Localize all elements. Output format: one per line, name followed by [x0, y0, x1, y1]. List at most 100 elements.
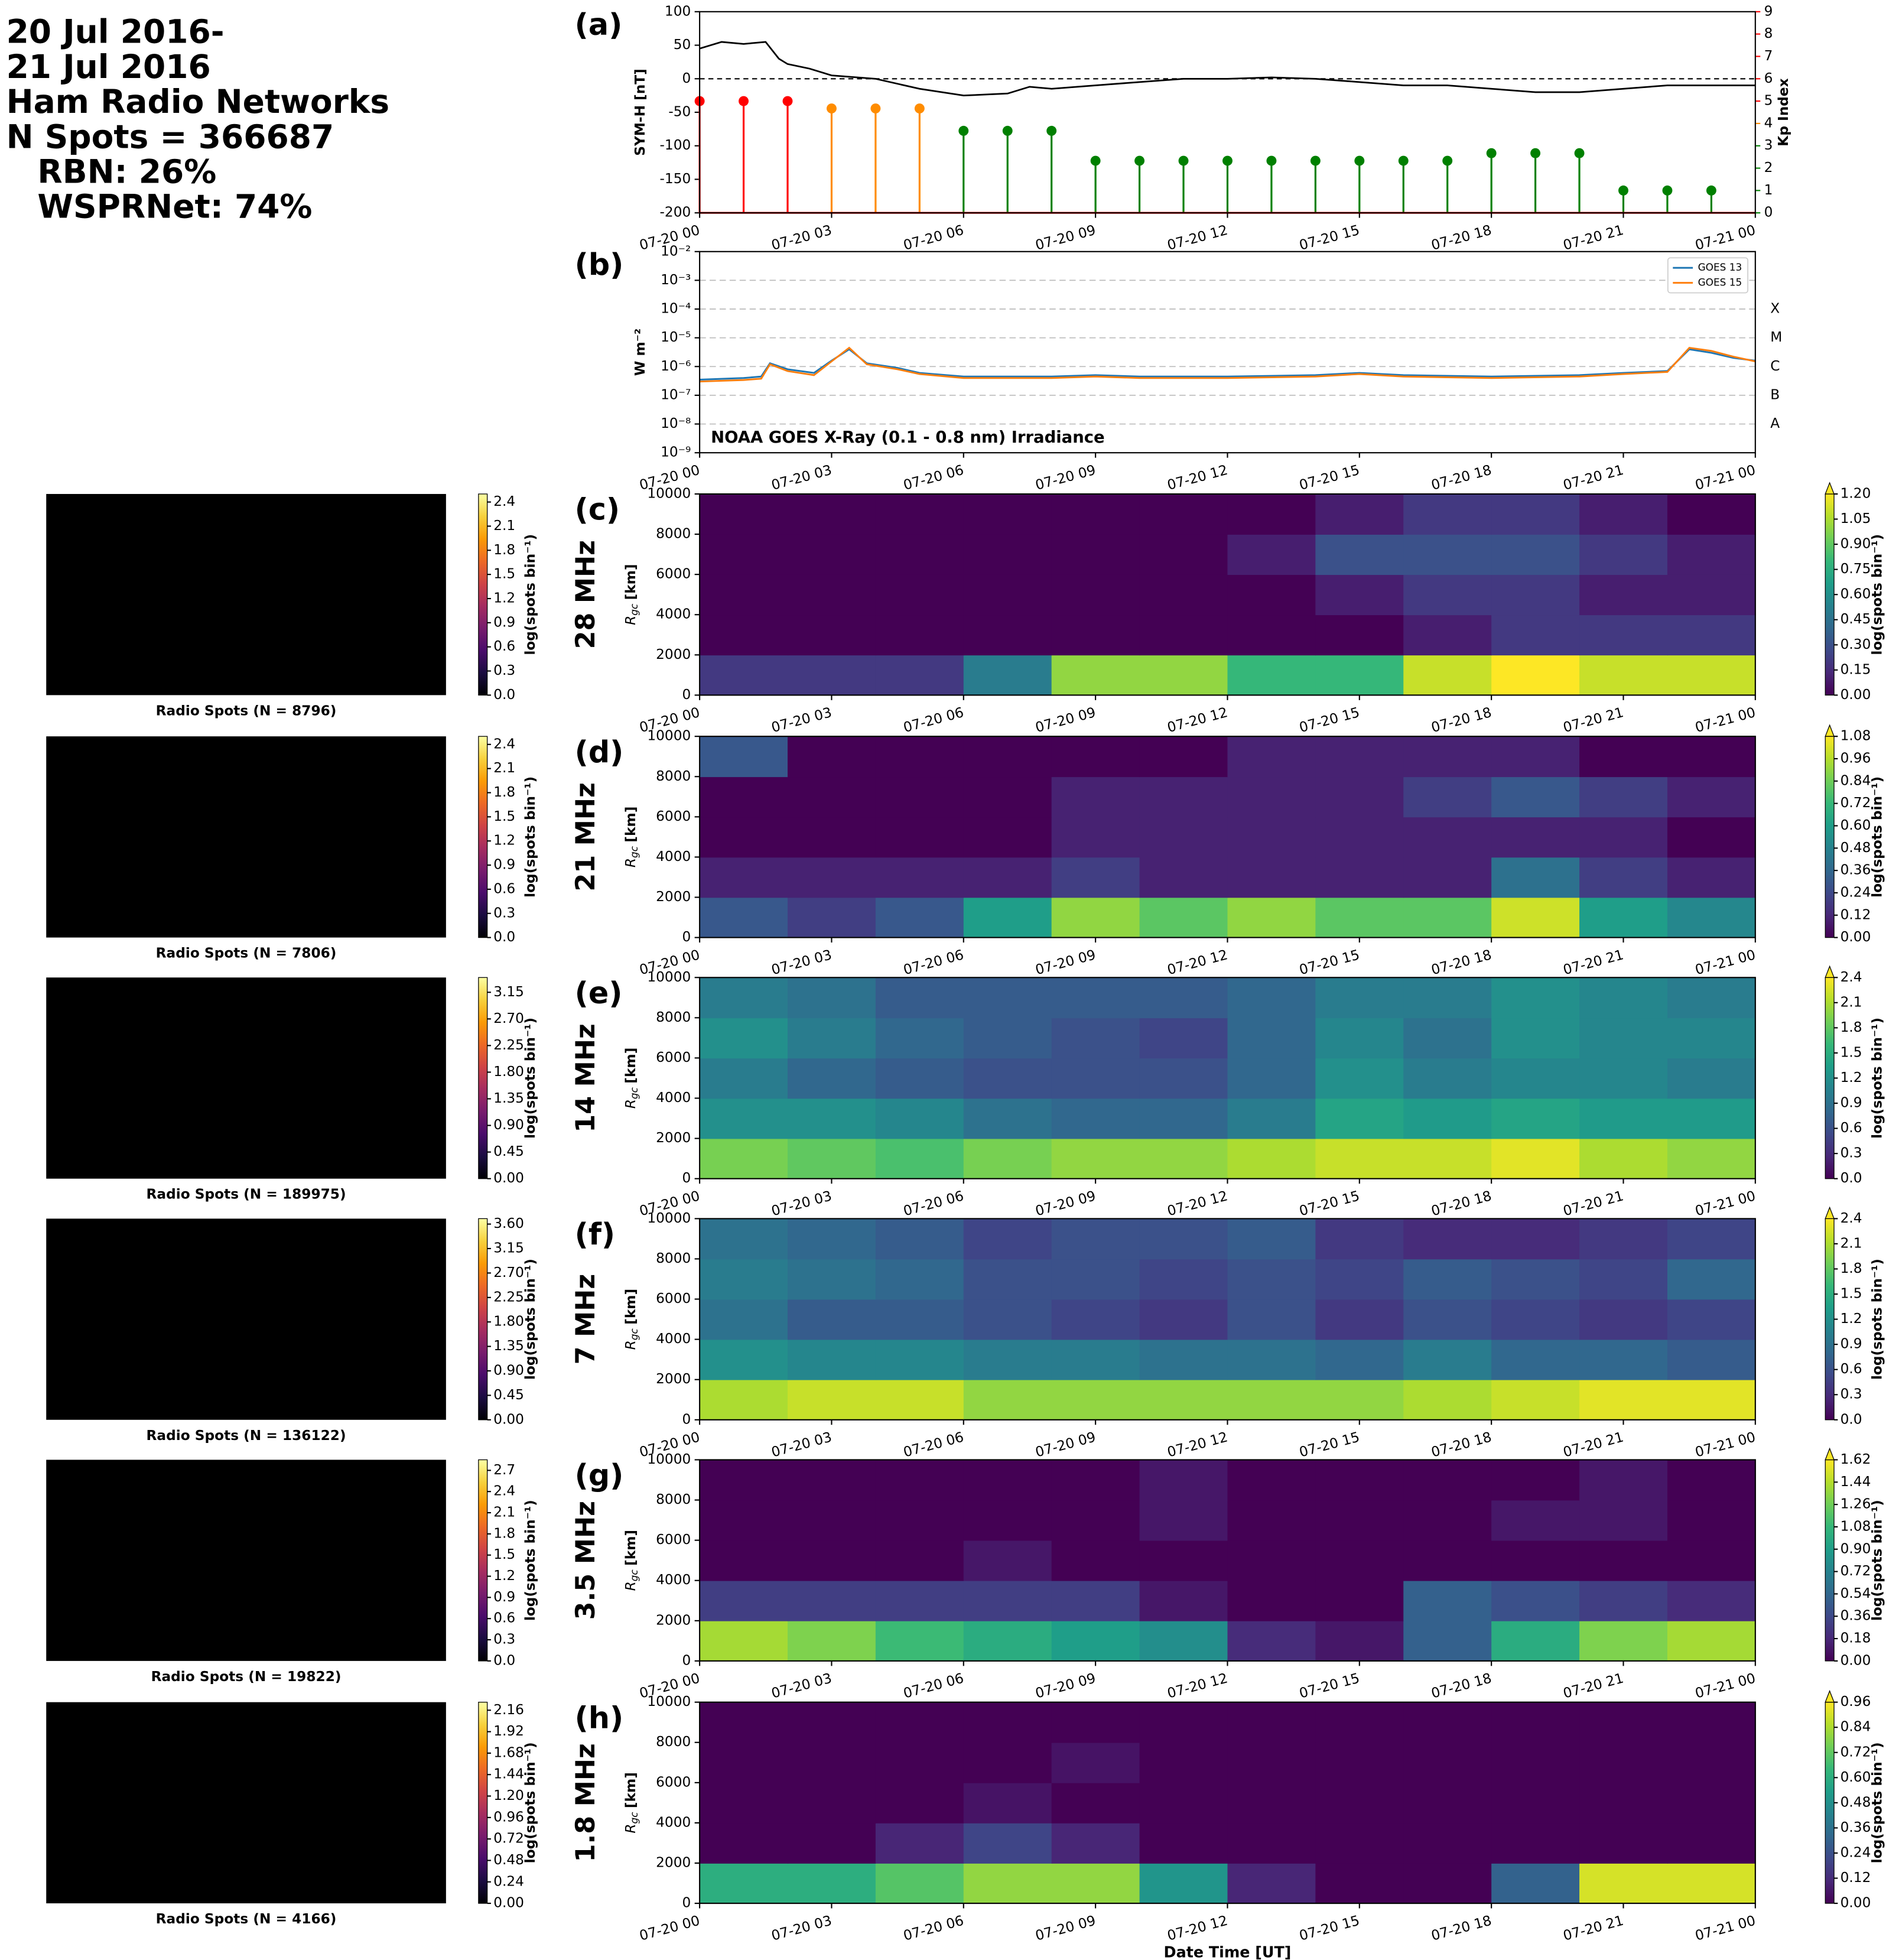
heatmap-cell — [1491, 1822, 1580, 1864]
colorbar-tick-label: 1.8 — [493, 784, 515, 800]
heatmap-cell — [1579, 615, 1668, 656]
y-tick-label: 4000 — [656, 1331, 691, 1347]
heatmap-cell — [700, 977, 788, 1019]
heatmap-cell — [1051, 615, 1140, 656]
y-tick-label: 6000 — [656, 1291, 691, 1306]
heatmap-cell — [1403, 1299, 1492, 1340]
colorbar-tick-label: 0.9 — [1841, 1336, 1862, 1352]
header-line: Ham Radio Networks — [6, 83, 390, 121]
heatmap-cell — [787, 857, 876, 898]
heatmap-cell — [1227, 493, 1316, 535]
heatmap-cell — [875, 1500, 964, 1541]
y-tick-label: 0 — [682, 1895, 691, 1911]
heatmap-cell — [700, 1540, 788, 1581]
heatmap-cell — [700, 1702, 788, 1743]
heatmap-cell — [1667, 1339, 1756, 1380]
heatmap-cell — [1051, 1058, 1140, 1099]
colorbar-tick-label: 2.1 — [493, 518, 515, 534]
colorbar-tick-label: 0.00 — [1841, 687, 1871, 703]
kp-marker — [1090, 155, 1101, 166]
heatmap-cell — [875, 1702, 964, 1743]
heatmap-cell — [1315, 615, 1404, 656]
y-tick-label: 8000 — [656, 1734, 691, 1750]
y-axis-label: Rgc [km] — [622, 564, 640, 625]
heatmap-cell — [1139, 534, 1228, 575]
heatmap-cell — [1051, 776, 1140, 818]
heatmap-cell — [1491, 1500, 1580, 1541]
y-axis-label-unit: [km] — [622, 807, 638, 843]
x-axis-label: Date Time [UT] — [1164, 1943, 1292, 1960]
kp-marker — [1002, 125, 1013, 136]
heatmap-cell — [787, 1540, 876, 1581]
heatmap-cell — [1491, 615, 1580, 656]
heatmap-cell — [875, 1782, 964, 1824]
flare-class-label: B — [1770, 386, 1780, 402]
heatmap-cell — [1051, 1339, 1140, 1380]
colorbar-tick-label: 1.5 — [493, 566, 515, 582]
kp-marker — [870, 103, 881, 114]
panel-label: (f) — [575, 1217, 615, 1252]
colorbar-tick-label: 0.24 — [1841, 1844, 1871, 1860]
heatmap-cell — [787, 1259, 876, 1300]
heatmap-cell — [700, 817, 788, 858]
colorbar-label: log(spots bin⁻¹) — [522, 1742, 538, 1863]
heatmap-cell — [1579, 534, 1668, 575]
heatmap-cell — [1403, 574, 1492, 616]
colorbar-tick-label: 2.4 — [493, 736, 515, 752]
heatmap-cell — [1667, 1098, 1756, 1139]
colorbar-tick-label: 2.16 — [493, 1702, 524, 1718]
heatmap-cell — [1403, 1379, 1492, 1421]
y-tick-label: 10⁻² — [661, 243, 691, 259]
heatmap-cell — [875, 897, 964, 938]
heatmap-cell — [700, 776, 788, 818]
colorbar-tick-label: 3.15 — [493, 984, 524, 1000]
heatmap-cell — [875, 1058, 964, 1099]
heatmap-cell — [875, 1620, 964, 1662]
y-axis-label: SYM-H [nT] — [632, 69, 648, 156]
kp-marker — [1398, 155, 1409, 166]
heatmap-cell — [963, 1058, 1052, 1099]
heatmap-cell — [1051, 655, 1140, 696]
kp-marker — [914, 103, 925, 114]
colorbar-tick-label: 0.90 — [1841, 536, 1871, 552]
heatmap-cell — [700, 615, 788, 656]
colorbar-tick-label: 1.08 — [1841, 728, 1871, 744]
heatmap-cell — [1491, 574, 1580, 616]
colorbar-tick-label: 0.3 — [493, 905, 515, 921]
heatmap-cell — [700, 1098, 788, 1139]
colorbar-tick-label: 0.6 — [1841, 1361, 1862, 1377]
y-axis-label-symbol: R — [622, 1099, 638, 1109]
colorbar-tick-label: 0.36 — [1841, 1608, 1871, 1624]
colorbar-tick-label: 1.5 — [1841, 1044, 1862, 1060]
heatmap-cell — [1491, 1742, 1580, 1783]
colorbar-extend — [1825, 1206, 1835, 1219]
heatmap-cell — [1579, 1379, 1668, 1421]
colorbar — [478, 1702, 488, 1904]
heatmap-cell — [1403, 1742, 1492, 1783]
heatmap-cell — [1227, 736, 1316, 778]
heatmap-cell — [1403, 817, 1492, 858]
heatmap-cell — [1227, 1782, 1316, 1824]
flare-class-label: A — [1770, 415, 1780, 431]
heatmap-cell — [1403, 615, 1492, 656]
y-tick-label: 2000 — [656, 1612, 691, 1628]
y-tick-label: 50 — [674, 37, 691, 53]
header-line: 20 Jul 2016- — [6, 13, 225, 51]
colorbar-tick-label: 2.4 — [1841, 1210, 1862, 1226]
heatmap-cell — [787, 1702, 876, 1743]
heatmap-cell — [787, 493, 876, 535]
heatmap-cell — [1579, 1580, 1668, 1621]
kp-marker — [1662, 185, 1673, 196]
heatmap-cell — [1491, 1218, 1580, 1260]
heatmap-cell — [1579, 1742, 1668, 1783]
heatmap-cell — [1667, 655, 1756, 696]
legend-box — [1667, 257, 1748, 294]
heatmap-cell — [1139, 615, 1228, 656]
colorbar-tick-label: 1.35 — [493, 1338, 524, 1354]
y-tick-label: 10⁻⁹ — [661, 444, 691, 460]
y-tick-label: 4000 — [656, 1090, 691, 1106]
heatmap-cell — [700, 655, 788, 696]
y-tick-label: 8000 — [656, 526, 691, 542]
colorbar-tick-label: 0.3 — [493, 1631, 515, 1647]
